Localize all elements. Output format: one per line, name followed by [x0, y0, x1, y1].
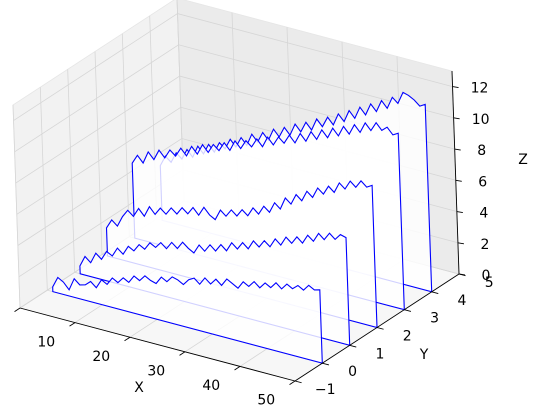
x-tick-label: 10 [37, 334, 55, 350]
y-tick-mark [294, 380, 302, 384]
y-tick-label: 1 [375, 346, 384, 362]
z-tick-label: 4 [479, 206, 488, 222]
z-axis-line [451, 70, 460, 275]
x-axis-label: X [134, 380, 144, 396]
y-tick-mark [322, 362, 330, 366]
y-tick-label: 0 [348, 364, 357, 380]
z-tick-label: 12 [471, 81, 489, 97]
x-tick-label: 30 [147, 364, 165, 380]
y-axis-label: Y [419, 347, 429, 363]
z-tick-mark [456, 211, 463, 213]
y-tick-label: 5 [485, 275, 494, 291]
y-tick-label: 4 [457, 293, 466, 309]
x-tick-mark [289, 380, 296, 385]
x-tick-mark [69, 322, 76, 327]
x-tick-mark [14, 307, 21, 312]
y-tick-label: −1 [315, 382, 336, 398]
grid-line-z [14, 44, 454, 153]
x-tick-mark [234, 366, 241, 371]
x-tick-label: 40 [202, 378, 220, 394]
z-axis-label: Z [518, 152, 528, 168]
z-tick-label: 10 [472, 112, 490, 128]
y-tick-label: 3 [430, 311, 439, 327]
z-tick-label: 2 [480, 237, 489, 253]
x-axis-line [19, 307, 296, 382]
y-tick-mark [349, 344, 357, 348]
z-tick-mark [454, 148, 461, 151]
y-tick-mark [431, 291, 439, 295]
series-group [52, 91, 433, 364]
y-tick-label: 2 [403, 329, 412, 345]
y-tick-mark [376, 327, 384, 330]
z-tick-mark [457, 242, 464, 245]
z-tick-mark [452, 86, 459, 89]
y-tick-mark [404, 309, 412, 312]
x-tick-label: 20 [92, 349, 110, 365]
z-tick-label: 0 [482, 268, 491, 284]
z-tick-mark [453, 117, 460, 120]
x-tick-label: 50 [257, 393, 275, 409]
x-tick-mark [179, 351, 186, 356]
grid-line-z [13, 13, 453, 121]
z-tick-mark [458, 273, 466, 276]
z-tick-mark [455, 179, 462, 182]
z-tick-label: 8 [477, 143, 486, 159]
z-tick-label: 6 [478, 174, 487, 190]
series-polygon-y0 [52, 275, 323, 364]
x-tick-mark [124, 336, 131, 342]
